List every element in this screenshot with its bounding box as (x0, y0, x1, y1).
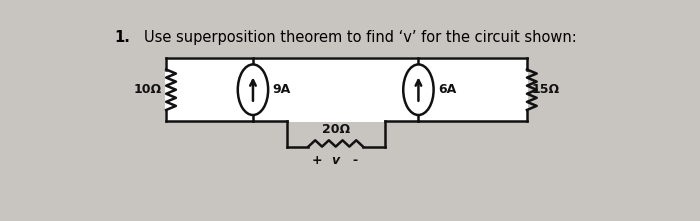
Text: 20Ω: 20Ω (321, 123, 350, 136)
Text: 6A: 6A (438, 83, 456, 96)
Text: Use superposition theorem to find ‘v’ for the circuit shown:: Use superposition theorem to find ‘v’ fo… (144, 30, 578, 45)
Text: 1.: 1. (115, 30, 130, 45)
Text: v: v (332, 154, 340, 167)
Text: +: + (312, 154, 322, 167)
Text: -: - (352, 154, 357, 167)
FancyBboxPatch shape (165, 57, 528, 122)
Text: 10Ω: 10Ω (134, 83, 162, 96)
Text: 9A: 9A (272, 83, 290, 96)
Ellipse shape (238, 65, 268, 115)
Ellipse shape (403, 65, 433, 115)
Text: 15Ω: 15Ω (531, 83, 559, 96)
